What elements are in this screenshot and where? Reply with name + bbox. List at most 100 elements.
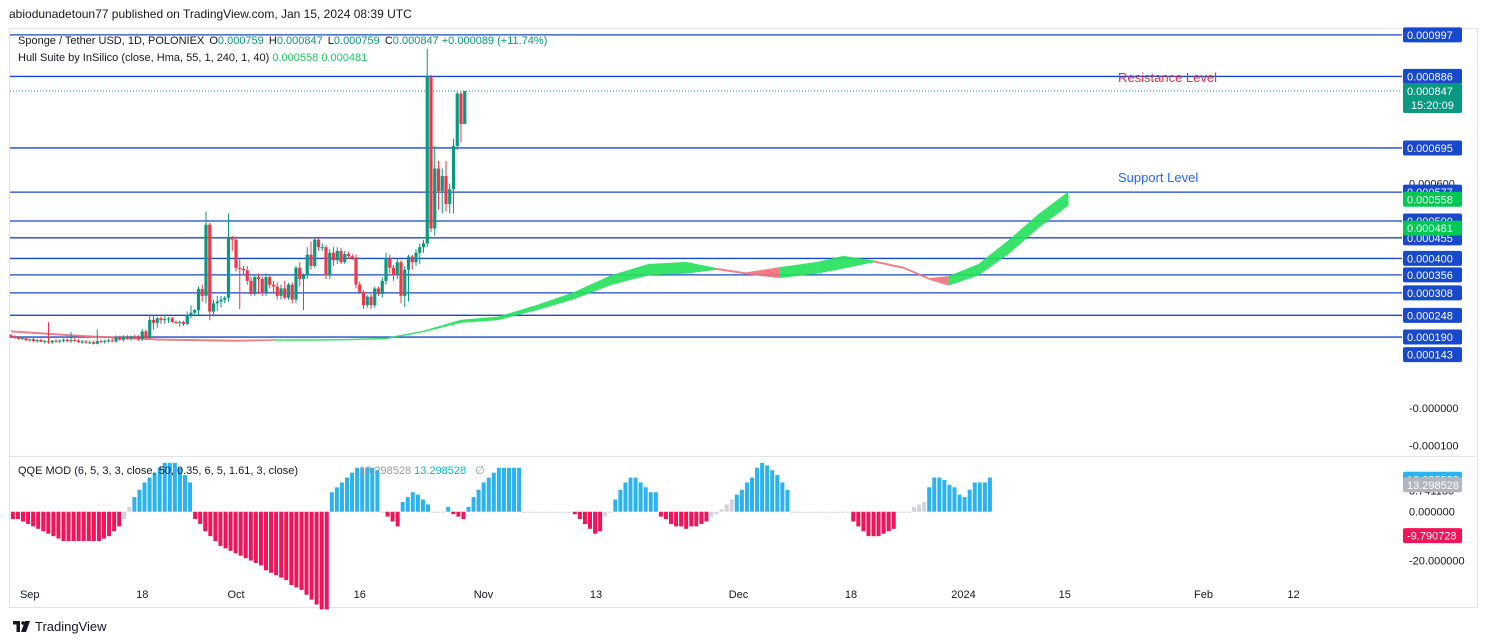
candle-body[interactable] [339, 250, 343, 263]
candle-body[interactable] [20, 338, 24, 340]
candle-body[interactable] [114, 337, 118, 342]
candle-body[interactable] [103, 340, 107, 342]
candle-body[interactable] [298, 267, 302, 280]
candle-body[interactable] [170, 318, 174, 323]
candle-body[interactable] [80, 341, 84, 343]
candle-body[interactable] [39, 340, 43, 342]
candle-body[interactable] [84, 341, 88, 343]
candle-body[interactable] [421, 243, 426, 248]
candle-body[interactable] [391, 267, 396, 276]
candle-body[interactable] [275, 286, 279, 296]
candle-body[interactable] [118, 337, 122, 340]
candle-body[interactable] [410, 256, 414, 263]
candle-body[interactable] [28, 339, 32, 341]
candle-body[interactable] [279, 288, 283, 296]
candle-body[interactable] [121, 336, 126, 340]
candle-body[interactable] [369, 296, 373, 306]
candle-body[interactable] [73, 340, 77, 342]
candle-body[interactable] [305, 254, 309, 276]
candle-body[interactable] [429, 76, 433, 229]
candle-body[interactable] [268, 277, 272, 285]
candle-body[interactable] [204, 224, 208, 296]
candle-body[interactable] [350, 256, 354, 258]
candle-body[interactable] [414, 252, 418, 263]
candle-body[interactable] [455, 93, 459, 147]
candle-body[interactable] [286, 284, 291, 298]
candle-body[interactable] [58, 340, 62, 342]
candle-body[interactable] [249, 280, 253, 294]
candle-body[interactable] [459, 93, 463, 124]
candle-body[interactable] [403, 269, 407, 296]
candle-body[interactable] [65, 339, 69, 342]
candle-body[interactable] [16, 337, 21, 339]
candle-body[interactable] [196, 289, 201, 311]
candle-body[interactable] [395, 262, 399, 276]
candle-body[interactable] [346, 253, 351, 257]
candle-body[interactable] [448, 189, 452, 205]
candle-body[interactable] [61, 339, 66, 341]
candle-body[interactable] [264, 277, 268, 293]
qqe-title[interactable]: QQE MOD (6, 5, 3, 3, close, 50, 0.35, 6,… [18, 465, 299, 477]
candle-body[interactable] [174, 322, 178, 324]
candle-body[interactable] [110, 340, 114, 342]
candle-body[interactable] [328, 252, 332, 276]
candle-body[interactable] [440, 176, 444, 192]
candle-body[interactable] [324, 247, 328, 276]
candle-body[interactable] [406, 256, 411, 270]
candle-body[interactable] [361, 292, 366, 306]
candle-body[interactable] [418, 247, 422, 253]
candle-body[interactable] [444, 176, 448, 205]
candle-body[interactable] [9, 335, 13, 338]
candle-body[interactable] [13, 337, 17, 339]
candle-body[interactable] [54, 340, 58, 342]
candle-body[interactable] [219, 299, 223, 302]
candle-body[interactable] [200, 289, 204, 296]
candle-body[interactable] [185, 314, 189, 324]
candle-body[interactable] [253, 277, 257, 294]
candle-body[interactable] [144, 331, 148, 338]
candle-body[interactable] [309, 254, 313, 266]
candle-body[interactable] [271, 284, 276, 287]
candle-body[interactable] [343, 253, 347, 263]
candle-body[interactable] [290, 284, 294, 300]
candle-body[interactable] [313, 239, 317, 266]
candle-body[interactable] [260, 279, 264, 293]
candle-body[interactable] [335, 250, 339, 261]
candle-body[interactable] [331, 252, 336, 261]
candle-body[interactable] [99, 341, 103, 343]
candle-body[interactable] [436, 168, 441, 192]
candle-body[interactable] [43, 341, 47, 343]
candle-body[interactable] [238, 267, 242, 269]
candle-body[interactable] [215, 301, 219, 304]
candle-body[interactable] [301, 275, 306, 280]
candle-body[interactable] [166, 318, 171, 320]
candle-body[interactable] [189, 312, 193, 315]
candle-body[interactable] [320, 247, 324, 249]
candle-body[interactable] [245, 270, 249, 281]
candle-body[interactable] [148, 319, 152, 338]
candle-body[interactable] [425, 76, 429, 244]
candle-body[interactable] [451, 146, 456, 190]
candle-body[interactable] [223, 297, 227, 300]
candle-body[interactable] [294, 267, 298, 300]
candle-body[interactable] [354, 257, 358, 285]
candle-body[interactable] [193, 310, 197, 313]
candle-body[interactable] [230, 237, 234, 240]
candle-body[interactable] [159, 318, 163, 321]
candle-body[interactable] [140, 331, 144, 339]
candle-body[interactable] [256, 277, 261, 280]
symbol-title[interactable]: Sponge / Tether USD, 1D, POLONIEX [18, 35, 205, 47]
candle-body[interactable] [283, 288, 287, 298]
candle-body[interactable] [46, 341, 51, 343]
candle-body[interactable] [384, 258, 388, 281]
candle-body[interactable] [76, 340, 81, 342]
candle-body[interactable] [376, 288, 381, 294]
candle-body[interactable] [50, 340, 54, 343]
candle-body[interactable] [95, 341, 99, 344]
candle-body[interactable] [433, 168, 437, 229]
candle-body[interactable] [380, 280, 384, 294]
candle-body[interactable] [155, 318, 159, 323]
candle-body[interactable] [241, 268, 246, 271]
candle-body[interactable] [136, 337, 141, 339]
